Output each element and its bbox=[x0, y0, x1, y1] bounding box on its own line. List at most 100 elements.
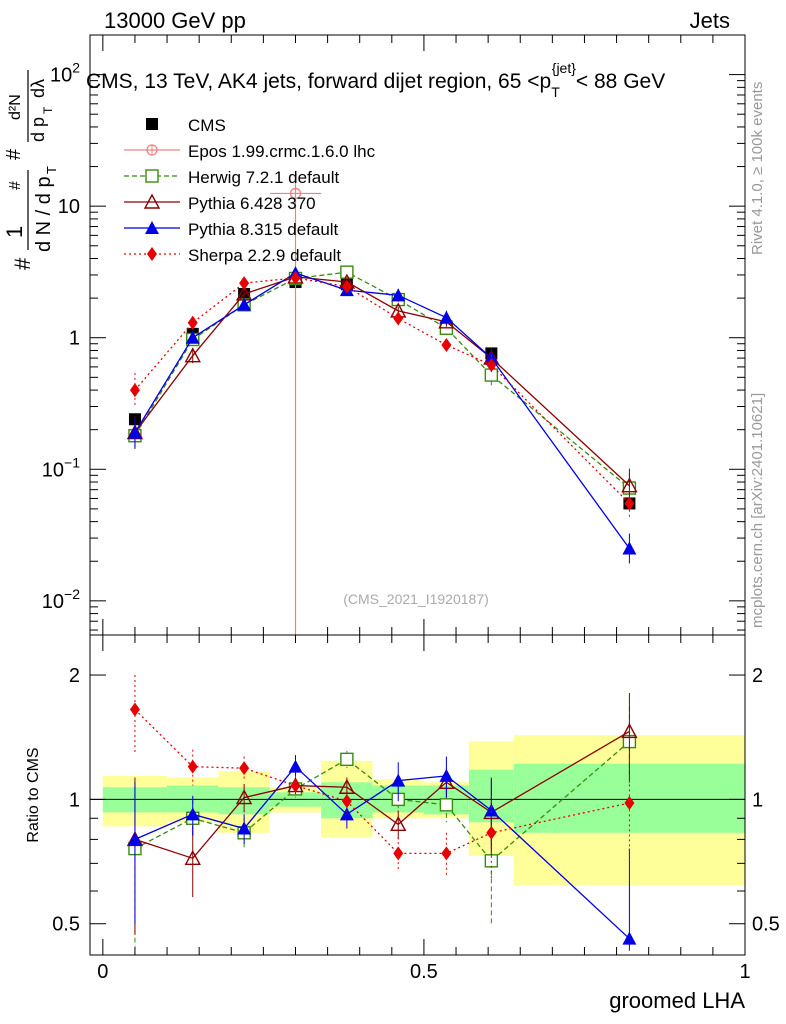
series-point-pythia-3 bbox=[439, 310, 454, 324]
y-axis-label: # 1 # d N / d p T # d²N d p T dλ bbox=[2, 70, 59, 270]
series-line-pythia-2 bbox=[134, 276, 630, 487]
ratio-point-pythia-3 bbox=[185, 807, 200, 821]
series-point-sherpa-4 bbox=[187, 315, 198, 330]
series-line-sherpa-4 bbox=[134, 277, 630, 504]
ratio-series bbox=[126, 675, 638, 951]
y-axis-label-dndpt: d N / d p bbox=[33, 176, 55, 252]
ratio-tick-label-right: 2 bbox=[752, 665, 763, 687]
ratio-point-sherpa-4 bbox=[187, 759, 198, 774]
ratio-point-sherpa-4 bbox=[290, 778, 301, 793]
chart-title-tail: < 88 GeV bbox=[576, 70, 665, 93]
ratio-point-pythia-3 bbox=[237, 821, 252, 835]
legend-label-2: Pythia 6.428 370 bbox=[188, 194, 316, 213]
ratio-point-herwig-1 bbox=[340, 752, 354, 767]
ratio-point-sherpa-4 bbox=[341, 794, 352, 809]
legend-label-cms: CMS bbox=[188, 116, 226, 135]
y-axis-label-t: T bbox=[44, 166, 59, 174]
ratio-point-pythia-2 bbox=[235, 789, 253, 805]
legend-label-4: Sherpa 2.2.9 default bbox=[188, 246, 341, 265]
analysis-tag: (CMS_2021_I1920187) bbox=[343, 591, 489, 607]
ratio-point-sherpa-4 bbox=[393, 846, 404, 861]
legend-label-1: Herwig 7.2.1 default bbox=[188, 168, 339, 187]
series-point-pythia-3 bbox=[185, 330, 200, 344]
legend-marker-3 bbox=[145, 221, 159, 234]
ratio-point-pythia-3 bbox=[622, 931, 637, 945]
ratio-point-sherpa-4 bbox=[486, 825, 497, 840]
ratio-tick-label: 1 bbox=[69, 789, 80, 811]
rivet-label: Rivet 4.1.0, ≥ 100k events bbox=[749, 82, 766, 255]
legend-label-3: Pythia 8.315 default bbox=[188, 220, 339, 239]
legend-marker-4 bbox=[147, 247, 157, 261]
series-point-pythia-3 bbox=[127, 425, 142, 439]
series-point-pythia-3 bbox=[237, 297, 252, 311]
series-point-sherpa-4 bbox=[486, 358, 497, 373]
ratio-point-sherpa-4 bbox=[239, 761, 250, 776]
y-axis-label-hash2: # bbox=[7, 181, 24, 190]
ratio-y-label: Ratio to CMS bbox=[25, 747, 42, 842]
y-tick-label: 102 bbox=[50, 60, 80, 87]
series-point-pythia-3 bbox=[391, 288, 406, 302]
series-point-sherpa-4 bbox=[441, 338, 452, 353]
y-axis-label-d2n: d²N bbox=[7, 94, 24, 120]
series-point-epos-0 bbox=[289, 187, 302, 200]
y-tick-label: 10−2 bbox=[42, 586, 80, 613]
main-ticks: 10−2 10−1 1 10 102 bbox=[42, 34, 746, 635]
legend-marker-1 bbox=[145, 169, 159, 183]
header-category: Jets bbox=[690, 8, 730, 33]
ratio-point-sherpa-4 bbox=[129, 702, 140, 717]
x-tick-label: 1 bbox=[739, 961, 750, 983]
legend-marker-2 bbox=[143, 193, 161, 209]
series-point-pythia-3 bbox=[622, 541, 637, 555]
header-energy: 13000 GeV pp bbox=[104, 8, 246, 33]
ratio-ticks: 0 0.5 1 0.5 0.5 1 1 2 2 bbox=[52, 635, 780, 983]
ratio-point-pythia-2 bbox=[338, 778, 356, 794]
series-point-sherpa-4 bbox=[341, 279, 352, 294]
ratio-point-pythia-2 bbox=[184, 849, 201, 866]
y-axis-label-hash1: # bbox=[10, 257, 35, 270]
main-panel: 10−2 10−1 1 10 102 bbox=[42, 34, 746, 636]
ratio-point-pythia-3 bbox=[127, 832, 142, 846]
legend-label-0: Epos 1.99.crmc.1.6.0 lhc bbox=[188, 142, 376, 161]
series-point-sherpa-4 bbox=[129, 383, 140, 398]
chart-title: CMS, 13 TeV, AK4 jets, forward dijet reg… bbox=[86, 60, 665, 100]
y-axis-label-dpt: d p bbox=[28, 117, 48, 142]
mcplots-label: mcplots.cern.ch [arXiv:2401.10621] bbox=[749, 393, 766, 628]
ratio-panel: 0 0.5 1 0.5 0.5 1 1 2 2 bbox=[52, 634, 780, 983]
ratio-point-pythia-3 bbox=[288, 759, 303, 773]
ratio-point-pythia-3 bbox=[439, 768, 454, 782]
series-point-pythia-2 bbox=[184, 347, 201, 363]
y-tick-label: 1 bbox=[69, 328, 80, 350]
y-axis-label-hash3: # bbox=[3, 148, 25, 160]
x-tick-label: 0 bbox=[97, 961, 108, 983]
series-point-herwig-1 bbox=[340, 265, 354, 279]
ratio-tick-label: 2 bbox=[69, 665, 80, 687]
chart-title-main: CMS, 13 TeV, AK4 jets, forward dijet reg… bbox=[86, 70, 551, 93]
y-axis-label-t2: T bbox=[41, 106, 55, 114]
series-point-sherpa-4 bbox=[624, 496, 635, 511]
ratio-point-pythia-3 bbox=[391, 773, 406, 787]
ratio-point-sherpa-4 bbox=[624, 796, 635, 811]
x-tick-label: 0.5 bbox=[410, 961, 438, 983]
series-line-pythia-3 bbox=[134, 272, 630, 549]
series-point-pythia-3 bbox=[484, 351, 499, 365]
chart-title-sub: T bbox=[551, 84, 560, 100]
y-axis-label-one: 1 bbox=[2, 226, 27, 238]
ratio-point-pythia-3 bbox=[339, 807, 354, 821]
ratio-point-herwig-1 bbox=[439, 798, 454, 812]
legend: CMS Epos 1.99.crmc.1.6.0 lhc Herwig 7.2.1 … bbox=[124, 116, 376, 265]
ratio-tick-label-right: 0.5 bbox=[752, 914, 780, 936]
chart-title-sup: {jet} bbox=[552, 60, 576, 76]
y-axis-label-dlambda: dλ bbox=[28, 79, 48, 98]
main-series bbox=[126, 176, 638, 635]
legend-marker-0 bbox=[146, 144, 158, 156]
series-point-sherpa-4 bbox=[290, 270, 301, 285]
ratio-point-pythia-3 bbox=[484, 803, 499, 817]
ratio-line-herwig-1 bbox=[134, 741, 630, 862]
ratio-point-pythia-2 bbox=[621, 723, 638, 739]
ratio-tick-label: 0.5 bbox=[52, 914, 80, 936]
series-line-herwig-1 bbox=[134, 271, 630, 489]
y-tick-label: 10−1 bbox=[42, 454, 80, 481]
ratio-point-sherpa-4 bbox=[441, 846, 452, 861]
ratio-tick-label-right: 1 bbox=[752, 789, 763, 811]
